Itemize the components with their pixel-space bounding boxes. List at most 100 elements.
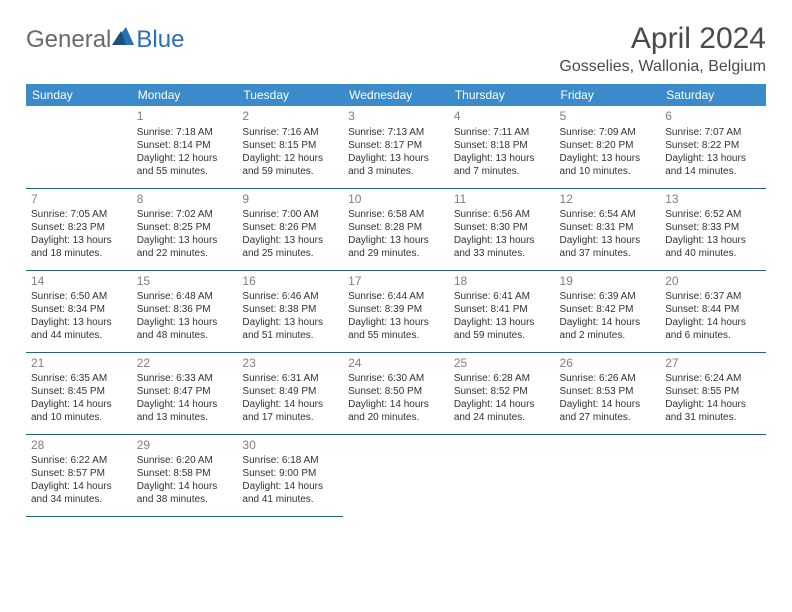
day-info-line: Sunrise: 6:58 AM	[348, 208, 444, 221]
weekday-header: Monday	[132, 84, 238, 106]
calendar-cell: 7Sunrise: 7:05 AMSunset: 8:23 PMDaylight…	[26, 188, 132, 270]
day-number: 3	[348, 109, 444, 125]
calendar-cell: 29Sunrise: 6:20 AMSunset: 8:58 PMDayligh…	[132, 434, 238, 516]
calendar-cell: 30Sunrise: 6:18 AMSunset: 9:00 PMDayligh…	[237, 434, 343, 516]
day-info-line: Daylight: 14 hours	[348, 398, 444, 411]
day-info-line: and 41 minutes.	[242, 493, 338, 506]
day-info-line: and 55 minutes.	[348, 329, 444, 342]
calendar-row: 28Sunrise: 6:22 AMSunset: 8:57 PM Dayligh…	[26, 434, 766, 516]
day-number: 28	[31, 438, 127, 454]
day-info-line: Daylight: 14 hours	[242, 398, 338, 411]
day-info-line: Sunrise: 6:31 AM	[242, 372, 338, 385]
day-info-line: Sunrise: 7:11 AM	[454, 126, 550, 139]
logo-triangle-icon	[112, 27, 134, 45]
day-info-line: Sunrise: 7:13 AM	[348, 126, 444, 139]
day-info-line: Sunrise: 7:05 AM	[31, 208, 127, 221]
day-info-line: Sunrise: 7:00 AM	[242, 208, 338, 221]
day-info-line: Sunset: 8:23 PM	[31, 221, 127, 234]
day-info-line: Sunrise: 6:22 AM	[31, 454, 127, 467]
calendar-cell: 3Sunrise: 7:13 AMSunset: 8:17 PMDaylight…	[343, 106, 449, 188]
day-info-line: Sunrise: 6:26 AM	[560, 372, 656, 385]
day-info-line: Sunset: 8:55 PM	[665, 385, 761, 398]
logo: General Blue	[26, 26, 184, 54]
logo-text-general: General	[26, 26, 111, 54]
calendar-cell: 21Sunrise: 6:35 AMSunset: 8:45 PMDayligh…	[26, 352, 132, 434]
day-info-line: Daylight: 14 hours	[665, 398, 761, 411]
day-info-line: and 17 minutes.	[242, 411, 338, 424]
day-info-line: Daylight: 14 hours	[560, 398, 656, 411]
calendar-cell: 6Sunrise: 7:07 AMSunset: 8:22 PMDaylight…	[660, 106, 766, 188]
day-info-line: and 2 minutes.	[560, 329, 656, 342]
day-info-line: Sunset: 8:50 PM	[348, 385, 444, 398]
day-info-line: Daylight: 14 hours	[665, 316, 761, 329]
day-info-line: and 6 minutes.	[665, 329, 761, 342]
day-info-line: and 37 minutes.	[560, 247, 656, 260]
day-info-line: Sunset: 8:38 PM	[242, 303, 338, 316]
day-info-line: Sunset: 9:00 PM	[242, 467, 338, 480]
location-label: Gosselies, Wallonia, Belgium	[559, 58, 766, 76]
calendar-cell: 27Sunrise: 6:24 AMSunset: 8:55 PMDayligh…	[660, 352, 766, 434]
day-info-line: and 24 minutes.	[454, 411, 550, 424]
day-info-line: and 31 minutes.	[665, 411, 761, 424]
day-info-line: and 29 minutes.	[348, 247, 444, 260]
day-info-line: and 22 minutes.	[137, 247, 233, 260]
day-info-line: Sunrise: 6:24 AM	[665, 372, 761, 385]
day-info-line: Sunset: 8:28 PM	[348, 221, 444, 234]
calendar-table: Sunday Monday Tuesday Wednesday Thursday…	[26, 84, 766, 517]
calendar-cell: 19Sunrise: 6:39 AMSunset: 8:42 PMDayligh…	[555, 270, 661, 352]
day-number: 6	[665, 109, 761, 125]
day-info-line: and 48 minutes.	[137, 329, 233, 342]
day-info-line: Daylight: 12 hours	[242, 152, 338, 165]
day-info-line: and 44 minutes.	[31, 329, 127, 342]
calendar-cell: 8Sunrise: 7:02 AMSunset: 8:25 PMDaylight…	[132, 188, 238, 270]
calendar-cell: 22Sunrise: 6:33 AMSunset: 8:47 PMDayligh…	[132, 352, 238, 434]
day-info-line: and 13 minutes.	[137, 411, 233, 424]
day-info-line: Daylight: 13 hours	[31, 234, 127, 247]
logo-text-blue: Blue	[136, 26, 184, 54]
day-info-line: Sunset: 8:52 PM	[454, 385, 550, 398]
day-number: 29	[137, 438, 233, 454]
calendar-cell: 26Sunrise: 6:26 AMSunset: 8:53 PMDayligh…	[555, 352, 661, 434]
day-info-line: Sunset: 8:44 PM	[665, 303, 761, 316]
weekday-header: Wednesday	[343, 84, 449, 106]
calendar-cell: 18Sunrise: 6:41 AMSunset: 8:41 PMDayligh…	[449, 270, 555, 352]
day-info-line: Sunset: 8:42 PM	[560, 303, 656, 316]
weekday-header: Saturday	[660, 84, 766, 106]
day-info-line: and 25 minutes.	[242, 247, 338, 260]
weekday-header: Sunday	[26, 84, 132, 106]
day-info-line: Sunset: 8:25 PM	[137, 221, 233, 234]
day-info-line: Daylight: 13 hours	[665, 152, 761, 165]
day-info-line: Sunset: 8:36 PM	[137, 303, 233, 316]
day-info-line: and 14 minutes.	[665, 165, 761, 178]
day-number: 1	[137, 109, 233, 125]
day-info-line: Sunset: 8:22 PM	[665, 139, 761, 152]
day-info-line: Daylight: 13 hours	[560, 152, 656, 165]
day-info-line: Sunrise: 6:52 AM	[665, 208, 761, 221]
day-info-line: Sunrise: 6:50 AM	[31, 290, 127, 303]
day-info-line: Daylight: 14 hours	[242, 480, 338, 493]
day-info-line: and 38 minutes.	[137, 493, 233, 506]
day-info-line: Sunset: 8:39 PM	[348, 303, 444, 316]
day-info-line: Daylight: 13 hours	[348, 152, 444, 165]
day-info-line: Sunrise: 6:18 AM	[242, 454, 338, 467]
day-info-line: Sunset: 8:57 PM	[31, 467, 127, 480]
calendar-cell: 13Sunrise: 6:52 AMSunset: 8:33 PMDayligh…	[660, 188, 766, 270]
calendar-row: 14Sunrise: 6:50 AMSunset: 8:34 PMDayligh…	[26, 270, 766, 352]
day-info-line: Daylight: 12 hours	[137, 152, 233, 165]
day-info-line: Sunrise: 7:16 AM	[242, 126, 338, 139]
day-info-line: and 3 minutes.	[348, 165, 444, 178]
day-info-line: and 10 minutes.	[31, 411, 127, 424]
day-number: 11	[454, 192, 550, 208]
day-number: 5	[560, 109, 656, 125]
day-info-line: Sunrise: 7:07 AM	[665, 126, 761, 139]
day-info-line: Sunset: 8:47 PM	[137, 385, 233, 398]
calendar-cell: 10Sunrise: 6:58 AMSunset: 8:28 PMDayligh…	[343, 188, 449, 270]
day-info-line: Daylight: 13 hours	[454, 152, 550, 165]
day-info-line: Sunset: 8:49 PM	[242, 385, 338, 398]
day-number: 24	[348, 356, 444, 372]
calendar-row: 1Sunrise: 7:18 AMSunset: 8:14 PMDaylight…	[26, 106, 766, 188]
calendar-cell: 14Sunrise: 6:50 AMSunset: 8:34 PMDayligh…	[26, 270, 132, 352]
day-info-line: Sunset: 8:30 PM	[454, 221, 550, 234]
day-number: 16	[242, 274, 338, 290]
day-info-line: and 18 minutes.	[31, 247, 127, 260]
